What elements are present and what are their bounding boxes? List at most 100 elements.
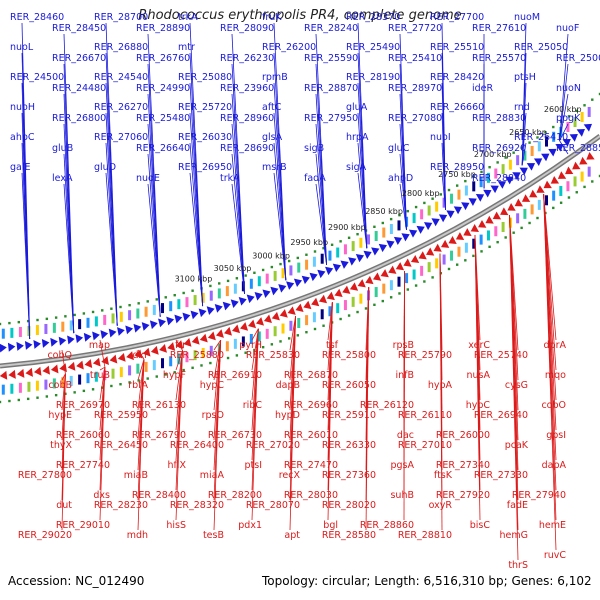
ruler-label: 2700 kbp bbox=[474, 150, 512, 159]
reverse-gene-arrow bbox=[440, 239, 450, 248]
reverse-callout bbox=[61, 349, 66, 374]
forward-callout bbox=[315, 123, 327, 266]
function-strip bbox=[566, 122, 570, 133]
tick-dot bbox=[389, 217, 393, 221]
reverse-gene-label: RER_26970 bbox=[56, 400, 110, 411]
reverse-gene-arrow bbox=[349, 282, 359, 291]
forward-gene-arrow bbox=[505, 176, 514, 185]
function-strip bbox=[427, 262, 431, 273]
tick-dot bbox=[447, 188, 451, 192]
forward-gene-arrow bbox=[108, 328, 117, 338]
reverse-gene-label: frr bbox=[175, 340, 186, 351]
reverse-gene-label: RER_25880 bbox=[170, 350, 224, 361]
reverse-gene-label: cysG bbox=[505, 380, 528, 391]
reverse-gene-label: RER_28810 bbox=[398, 530, 452, 541]
reverse-callout bbox=[175, 339, 183, 351]
function-strip bbox=[328, 306, 332, 317]
function-strip bbox=[464, 185, 468, 196]
tick-dot bbox=[45, 317, 49, 321]
function-strip bbox=[552, 190, 556, 201]
forward-gene-label: galE bbox=[10, 162, 31, 173]
reverse-gene-label: RER_26400 bbox=[170, 440, 224, 451]
forward-gene-label: fadA bbox=[304, 173, 326, 184]
forward-gene-label: gluD bbox=[94, 162, 116, 173]
forward-gene-label: lexA bbox=[52, 173, 73, 184]
reverse-gene-label: RER_28200 bbox=[208, 490, 262, 501]
forward-gene-label: nuoM bbox=[514, 12, 540, 23]
function-strip bbox=[289, 320, 293, 331]
reverse-gene-arrow bbox=[478, 219, 487, 228]
function-strip bbox=[185, 297, 189, 308]
reverse-gene-label: hypC bbox=[466, 400, 491, 411]
tick-dot bbox=[244, 351, 247, 354]
reverse-gene-arrow bbox=[318, 294, 328, 304]
forward-gene-arrow bbox=[182, 312, 191, 322]
forward-callout bbox=[63, 183, 75, 334]
reverse-gene-arrow bbox=[342, 285, 351, 294]
function-strip bbox=[193, 350, 197, 361]
reverse-gene-label: mqo bbox=[545, 370, 566, 381]
reverse-callout bbox=[251, 328, 259, 521]
tick-dot bbox=[155, 375, 158, 378]
reverse-gene-label: RER_27920 bbox=[436, 490, 490, 501]
reverse-gene-label: RER_26330 bbox=[322, 440, 376, 451]
function-strip bbox=[397, 220, 401, 231]
forward-gene-arrow bbox=[293, 278, 303, 288]
forward-gene-arrow bbox=[117, 327, 125, 336]
function-strip bbox=[374, 231, 378, 242]
forward-gene-arrow bbox=[133, 323, 142, 333]
tick-dot bbox=[356, 310, 359, 314]
forward-gene-label: nuoL bbox=[10, 42, 34, 53]
forward-gene-label: sigA bbox=[346, 162, 367, 173]
reverse-gene-arrow bbox=[126, 351, 134, 361]
reverse-gene-arrow bbox=[311, 297, 320, 307]
reverse-gene-label: hypF bbox=[163, 370, 186, 381]
tick-dot bbox=[54, 393, 58, 397]
forward-gene-label: RER_28870 bbox=[304, 83, 358, 94]
reverse-gene-label: hypC bbox=[200, 380, 225, 391]
ruler-label: 2650 kbp bbox=[509, 128, 547, 137]
tick-dot bbox=[431, 197, 434, 200]
reverse-gene-arrow bbox=[470, 224, 479, 232]
tick-dot bbox=[447, 267, 451, 271]
tick-dot bbox=[598, 92, 600, 96]
tick-dot bbox=[575, 109, 578, 113]
reverse-gene-label: miaB bbox=[124, 470, 148, 481]
reverse-gene-label: tesB bbox=[203, 530, 224, 541]
function-strip bbox=[374, 287, 378, 298]
function-strip bbox=[257, 331, 261, 342]
function-strip bbox=[78, 319, 82, 330]
forward-callout bbox=[273, 142, 287, 281]
tick-dot bbox=[322, 324, 325, 327]
forward-gene-label: RER_28190 bbox=[346, 72, 400, 83]
reverse-gene-arrow bbox=[191, 335, 200, 345]
reverse-gene-label: RER_25910 bbox=[322, 410, 376, 421]
tick-dot bbox=[296, 256, 300, 260]
forward-gene-label: rpmB bbox=[262, 72, 288, 83]
forward-gene-arrow bbox=[583, 123, 593, 132]
forward-gene-label: RER_25720 bbox=[178, 102, 232, 113]
tick-dot bbox=[431, 276, 434, 279]
reverse-gene-arrow bbox=[557, 171, 567, 179]
forward-gene-arrow bbox=[363, 250, 372, 259]
function-strip bbox=[566, 181, 570, 192]
reverse-gene-label: RER_28070 bbox=[246, 500, 300, 511]
function-strip bbox=[450, 250, 454, 261]
tick-dot bbox=[0, 322, 2, 326]
forward-gene-arrow bbox=[453, 206, 463, 215]
tick-dot bbox=[480, 250, 483, 253]
forward-gene-label: RER_26410 bbox=[514, 132, 568, 143]
function-strip bbox=[225, 286, 229, 297]
reverse-gene-label: RER_25830 bbox=[246, 350, 300, 361]
reverse-gene-arrow bbox=[565, 166, 574, 175]
reverse-callout bbox=[365, 287, 370, 531]
tick-dot bbox=[91, 388, 95, 391]
tick-dot bbox=[504, 236, 507, 239]
forward-gene-arrow bbox=[332, 263, 341, 273]
reverse-callout bbox=[289, 316, 296, 531]
tick-dot bbox=[17, 320, 21, 324]
function-strip bbox=[161, 358, 165, 369]
tick-dot bbox=[347, 236, 351, 240]
forward-gene-arrow bbox=[512, 172, 521, 180]
function-strip bbox=[336, 247, 340, 258]
